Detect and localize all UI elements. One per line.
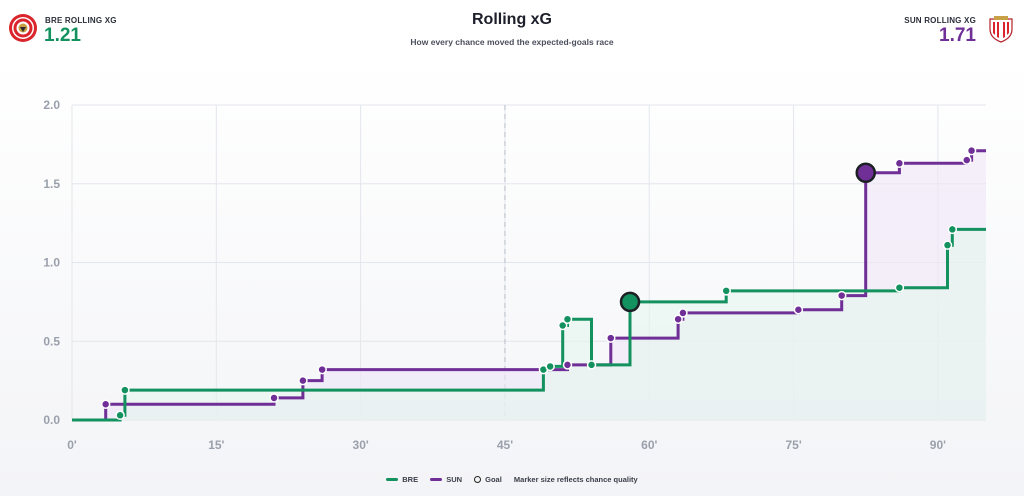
goal-marker-home bbox=[619, 291, 641, 313]
away-xg-label: SUN ROLLING XG bbox=[904, 16, 976, 25]
shot-marker-away bbox=[269, 393, 279, 403]
legend-note: Marker size reflects chance quality bbox=[513, 474, 638, 484]
away-xg-value: 1.71 bbox=[939, 25, 976, 46]
x-tick-label: 45' bbox=[497, 438, 513, 452]
shot-marker-away bbox=[317, 364, 327, 375]
shot-marker-home bbox=[942, 240, 953, 250]
legend-swatch-away bbox=[430, 478, 443, 482]
shot-marker-away bbox=[100, 399, 111, 409]
series-line-home bbox=[72, 227, 986, 422]
x-tick-label: 30' bbox=[353, 438, 369, 452]
shot-marker-home bbox=[586, 360, 597, 370]
legend-label-goal: Goal bbox=[485, 474, 502, 484]
home-xg-label: BRE ROLLING XG bbox=[45, 16, 117, 25]
y-tick-label: 0.5 bbox=[43, 334, 60, 348]
goal-marker-away bbox=[855, 162, 876, 183]
chart-subtitle: How every chance moved the expected-goal… bbox=[410, 37, 614, 47]
chart-background bbox=[0, 56, 1024, 496]
series-area-home bbox=[72, 229, 986, 420]
legend-item-home: BRE bbox=[386, 475, 418, 484]
y-tick-label: 1.5 bbox=[43, 177, 60, 191]
legend-label-away: SUN bbox=[446, 474, 463, 484]
shot-marker-away bbox=[298, 375, 308, 386]
x-tick-label: 75' bbox=[785, 438, 801, 452]
shot-marker-away bbox=[562, 360, 573, 370]
shot-marker-away bbox=[678, 308, 688, 318]
x-tick-label: 90' bbox=[930, 438, 946, 452]
brentford-crest-icon bbox=[9, 14, 37, 42]
goal-ring-icon bbox=[474, 476, 482, 484]
legend-label-home: BRE bbox=[402, 474, 419, 484]
shot-marker-home bbox=[947, 224, 958, 235]
shot-marker-away bbox=[894, 158, 905, 169]
shot-marker-home bbox=[545, 361, 555, 372]
sunderland-crest-icon bbox=[989, 16, 1013, 43]
chart-title: Rolling xG bbox=[472, 11, 552, 28]
shot-marker-home bbox=[894, 282, 905, 293]
shot-marker-away bbox=[793, 305, 804, 315]
x-tick-label: 0' bbox=[67, 438, 77, 452]
shot-marker-away bbox=[836, 290, 847, 301]
legend-item-away: SUN bbox=[430, 475, 462, 484]
shot-marker-home bbox=[562, 314, 573, 324]
shot-marker-away bbox=[606, 333, 616, 343]
shot-marker-home bbox=[115, 410, 125, 421]
legend: BRE SUN Goal Marker size reflects chance… bbox=[0, 474, 1024, 484]
x-tick-label: 15' bbox=[208, 438, 224, 452]
legend-item-goal: Goal bbox=[474, 475, 502, 484]
legend-swatch-home bbox=[386, 478, 399, 482]
y-tick-label: 1.0 bbox=[43, 256, 60, 270]
header: BRE ROLLING XG 1.21 Rolling xG How every… bbox=[0, 0, 1024, 56]
home-xg-value: 1.21 bbox=[44, 25, 81, 46]
shot-marker-home bbox=[120, 385, 130, 395]
shot-marker-away bbox=[962, 155, 972, 165]
y-tick-label: 2.0 bbox=[43, 98, 60, 112]
shot-marker-away bbox=[673, 314, 683, 324]
shot-marker-home bbox=[721, 286, 731, 296]
x-tick-label: 60' bbox=[641, 438, 657, 452]
y-tick-label: 0.0 bbox=[43, 413, 60, 427]
shot-marker-home bbox=[557, 320, 568, 331]
shot-marker-away bbox=[966, 145, 977, 156]
